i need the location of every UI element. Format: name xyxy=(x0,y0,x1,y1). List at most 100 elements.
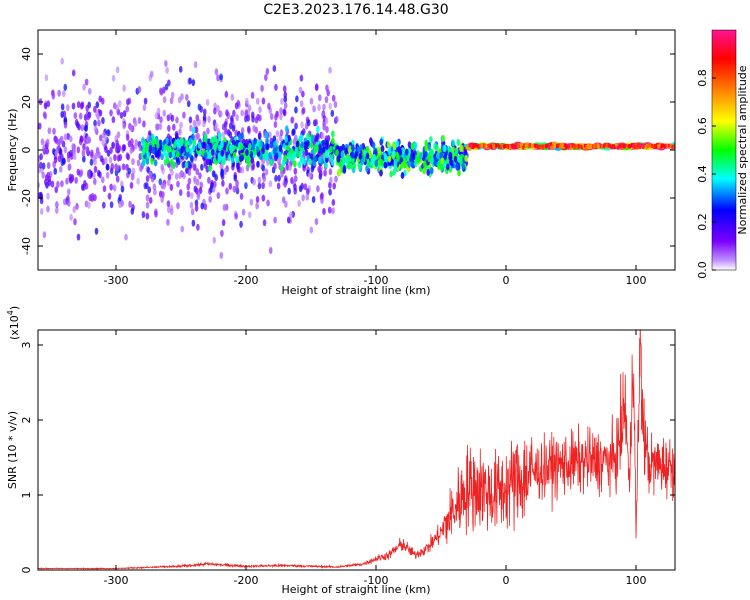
heatmap-cell xyxy=(454,147,459,155)
heatmap-cell xyxy=(380,145,385,153)
heatmap-cell xyxy=(568,143,571,148)
heatmap-cell xyxy=(235,184,239,192)
heatmap-cell xyxy=(315,145,319,153)
heatmap-cell xyxy=(224,90,229,98)
heatmap-cell xyxy=(616,145,620,150)
heatmap-cell xyxy=(149,70,154,78)
heatmap-cell xyxy=(379,158,384,166)
heatmap-cell xyxy=(264,168,269,176)
heatmap-cell xyxy=(251,142,256,150)
heatmap-cell xyxy=(230,156,235,164)
heatmap-cell xyxy=(588,144,592,149)
heatmap-cell xyxy=(538,144,542,149)
heatmap-cell xyxy=(93,165,98,173)
heatmap-cell xyxy=(331,130,335,138)
heatmap-cell xyxy=(193,163,197,171)
heatmap-cell xyxy=(55,201,59,209)
heatmap-cell xyxy=(106,129,110,137)
heatmap-cell xyxy=(125,133,130,141)
heatmap-cell xyxy=(220,149,225,157)
heatmap-cell xyxy=(349,162,353,170)
heatmap-cell xyxy=(607,142,610,147)
heatmap-cell xyxy=(43,102,48,110)
heatmap-cell xyxy=(672,144,675,149)
heatmap-cell xyxy=(40,138,45,146)
heatmap-cell xyxy=(203,133,208,141)
heatmap-cell xyxy=(470,144,473,149)
heatmap-cell xyxy=(255,97,260,105)
heatmap-cell xyxy=(99,155,104,163)
heatmap-cell xyxy=(211,136,216,144)
heatmap-cell xyxy=(232,109,236,117)
x-tick-label: -300 xyxy=(104,574,129,587)
heatmap-cell xyxy=(176,202,180,210)
heatmap-cell xyxy=(669,143,673,148)
heatmap-cell xyxy=(93,125,98,133)
heatmap-cell xyxy=(404,148,409,156)
heatmap-cell xyxy=(122,110,127,118)
heatmap-cell xyxy=(459,145,463,153)
heatmap-cell xyxy=(310,135,315,143)
heatmap-cell xyxy=(54,186,59,194)
snr-panel: -300 -200 -100 0 100 0 1 2 3 Height of straight … xyxy=(6,306,676,596)
heatmap-cell xyxy=(309,226,314,234)
colorbar-tick-label: 0.0 xyxy=(696,261,709,279)
heatmap-cell xyxy=(244,138,249,146)
heatmap-cell xyxy=(280,170,284,178)
heatmap-cell xyxy=(464,155,468,163)
heatmap-cell xyxy=(82,155,86,163)
heatmap-cell xyxy=(95,101,100,109)
heatmap-cell xyxy=(507,145,510,150)
heatmap-cell xyxy=(47,179,52,187)
heatmap-cell xyxy=(70,173,75,181)
heatmap-cell xyxy=(510,143,514,148)
heatmap-cell xyxy=(126,98,130,106)
heatmap-cell xyxy=(657,144,660,149)
heatmap-cell xyxy=(283,91,288,99)
heatmap-cell xyxy=(38,161,43,169)
heatmap-cell xyxy=(208,164,212,172)
heatmap-cell xyxy=(126,153,131,161)
y-tick-label: 1 xyxy=(20,492,33,499)
y-tick-label: 0 xyxy=(20,147,33,154)
heatmap-cell xyxy=(62,198,67,206)
heatmap-cell xyxy=(534,143,537,148)
heatmap-cell xyxy=(231,124,236,132)
heatmap-cell xyxy=(203,152,208,160)
heatmap-cell xyxy=(282,85,287,93)
heatmap-cell xyxy=(236,162,240,170)
heatmap-cell xyxy=(45,138,50,146)
heatmap-cell xyxy=(359,144,363,152)
heatmap-cell xyxy=(300,121,304,129)
heatmap-cell xyxy=(280,97,284,105)
heatmap-cell xyxy=(344,147,348,155)
heatmap-cell xyxy=(154,210,158,218)
heatmap-cell xyxy=(651,143,654,148)
y-tick-label: 3 xyxy=(20,342,33,349)
heatmap-cell xyxy=(153,159,158,167)
heatmap-cell xyxy=(671,144,674,149)
heatmap-cell xyxy=(234,212,238,220)
heatmap-cell xyxy=(145,175,150,183)
heatmap-cell xyxy=(136,159,141,167)
heatmap-cell xyxy=(666,143,670,148)
heatmap-cell xyxy=(605,143,609,148)
x-tick-label: -200 xyxy=(234,574,259,587)
heatmap-cell xyxy=(345,156,350,164)
heatmap-cell xyxy=(665,143,668,148)
heatmap-cell xyxy=(213,107,217,115)
heatmap-cell xyxy=(371,141,376,149)
snr-x-axis-label: Height of straight line (km) xyxy=(281,583,430,596)
heatmap-cell xyxy=(101,117,105,125)
heatmap-cell xyxy=(287,151,292,159)
heatmap-cell xyxy=(239,220,243,228)
heatmap-cell xyxy=(82,143,86,151)
heatmap-cell xyxy=(202,120,206,128)
heatmap-cell xyxy=(541,144,545,149)
heatmap-cell xyxy=(314,135,319,143)
heatmap-cell xyxy=(274,83,278,91)
heatmap-cell xyxy=(328,102,333,110)
spectrogram-x-axis-label: Height of straight line (km) xyxy=(281,284,430,297)
heatmap-cell xyxy=(122,122,126,130)
